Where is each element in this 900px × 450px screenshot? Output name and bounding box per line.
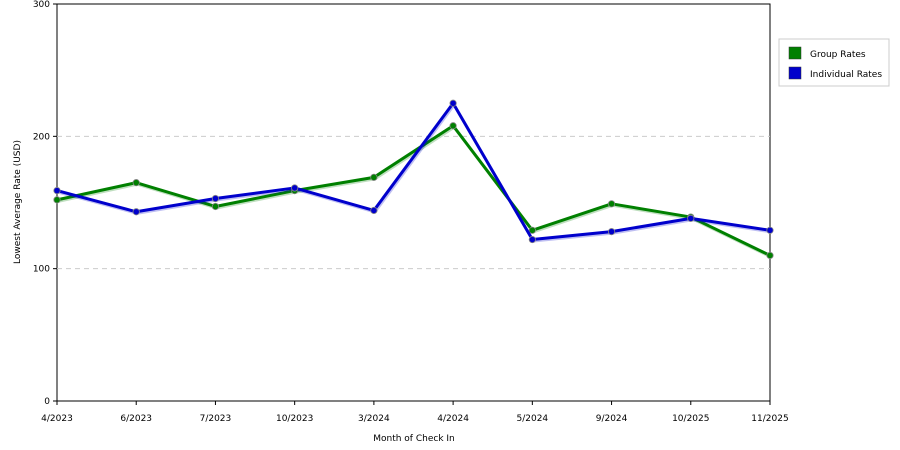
y-tick-label: 200 — [33, 132, 50, 142]
plot-area — [56, 3, 771, 402]
data-point — [687, 214, 695, 222]
x-axis-title: Month of Check In — [373, 434, 455, 444]
data-point — [607, 200, 616, 208]
x-tick-label: 11/2025 — [751, 414, 788, 424]
legend-label-group-rates: Group Rates — [810, 50, 866, 60]
gridlines — [57, 135, 770, 270]
data-point — [211, 202, 220, 211]
x-tick-label: 7/2023 — [200, 414, 232, 424]
series-line — [56, 124, 771, 257]
x-tick-label: 6/2023 — [120, 414, 152, 424]
data-point — [370, 206, 378, 215]
y-tick-label: 300 — [33, 0, 50, 10]
data-point — [449, 122, 457, 130]
y-axis-title: Lowest Average Rate (USD) — [13, 140, 23, 264]
data-point — [132, 208, 140, 216]
x-axis: 4/2023 6/2023 7/2023 10/2023 3/2024 4/2024 5/2… — [41, 401, 789, 424]
x-tick-label: 10/2023 — [276, 414, 313, 424]
data-point — [291, 184, 299, 192]
data-point — [132, 179, 140, 187]
series-layer — [53, 99, 774, 260]
data-point — [211, 194, 220, 203]
data-point — [449, 99, 457, 107]
x-tick-label: 5/2024 — [516, 414, 548, 424]
x-tick-label: 9/2024 — [596, 414, 628, 424]
y-axis: 0 100 200 300 — [33, 0, 57, 407]
data-point — [607, 228, 616, 236]
y-tick-label: 0 — [44, 397, 50, 407]
series-individual-rates — [53, 99, 774, 244]
legend: Group Rates Individual Rates — [778, 38, 890, 87]
data-point — [528, 235, 536, 244]
legend-label-individual-rates: Individual Rates — [810, 70, 882, 80]
legend-swatch-group-rates — [788, 46, 802, 60]
x-tick-label: 4/2024 — [437, 414, 469, 424]
data-point — [53, 186, 61, 195]
series-line — [56, 101, 771, 242]
x-tick-label: 10/2025 — [672, 414, 709, 424]
data-point — [370, 173, 378, 181]
x-tick-label: 3/2024 — [358, 414, 390, 424]
y-tick-label: 100 — [33, 265, 50, 275]
data-point — [766, 226, 774, 234]
series-line-shadow — [57, 103, 772, 243]
data-point — [53, 196, 61, 204]
x-tick-label: 4/2023 — [41, 414, 73, 424]
data-point — [766, 251, 774, 260]
legend-swatch-individual-rates — [788, 66, 802, 80]
data-point — [528, 226, 536, 234]
